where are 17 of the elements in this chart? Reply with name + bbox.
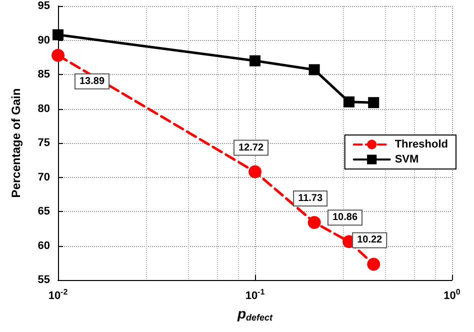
annotation: 10.22 bbox=[357, 234, 383, 246]
annotation: 12.72 bbox=[238, 142, 264, 154]
legend-label: SVM bbox=[394, 154, 419, 166]
y-tick-label: 90 bbox=[38, 34, 50, 46]
annotation: 11.73 bbox=[298, 192, 323, 204]
y-tick-label: 95 bbox=[38, 0, 50, 12]
legend-label: Threshold bbox=[394, 138, 448, 150]
y-tick-label: 85 bbox=[38, 68, 50, 80]
y-axis-title: Percentage of Gain bbox=[9, 88, 23, 198]
y-tick-label: 80 bbox=[38, 102, 50, 115]
y-tick-label: 65 bbox=[38, 206, 50, 218]
y-tick-label: 70 bbox=[38, 171, 50, 184]
annotation: 10.86 bbox=[332, 212, 358, 224]
y-tick-label: 75 bbox=[38, 137, 50, 149]
y-tick-label: 55 bbox=[38, 274, 50, 286]
annotation: 13.89 bbox=[79, 76, 105, 87]
y-tick-label: 60 bbox=[38, 240, 50, 252]
